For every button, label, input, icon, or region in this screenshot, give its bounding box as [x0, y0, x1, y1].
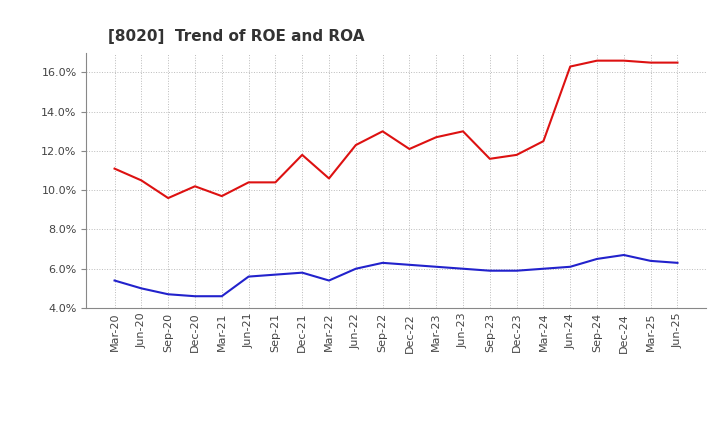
- ROA: [164, 292, 173, 297]
- ROE: [271, 180, 279, 185]
- ROA: [137, 286, 145, 291]
- ROA: [110, 278, 119, 283]
- ROE: [298, 152, 307, 158]
- ROE: [378, 128, 387, 134]
- ROE: [244, 180, 253, 185]
- ROE: [647, 60, 655, 65]
- ROE: [513, 152, 521, 158]
- ROA: [539, 266, 548, 271]
- ROA: [351, 266, 360, 271]
- Line: ROE: ROE: [114, 61, 678, 198]
- ROA: [647, 258, 655, 264]
- ROA: [378, 260, 387, 265]
- ROE: [459, 128, 467, 134]
- ROE: [405, 147, 414, 152]
- ROA: [566, 264, 575, 269]
- ROE: [566, 64, 575, 69]
- ROE: [164, 195, 173, 201]
- ROA: [191, 293, 199, 299]
- ROA: [244, 274, 253, 279]
- ROA: [593, 256, 601, 261]
- ROA: [298, 270, 307, 275]
- ROA: [217, 293, 226, 299]
- ROA: [513, 268, 521, 273]
- ROE: [619, 58, 628, 63]
- ROE: [217, 194, 226, 199]
- ROE: [351, 143, 360, 148]
- ROE: [191, 183, 199, 189]
- ROE: [673, 60, 682, 65]
- ROE: [485, 156, 494, 161]
- ROE: [593, 58, 601, 63]
- Line: ROA: ROA: [114, 255, 678, 296]
- ROE: [110, 166, 119, 171]
- ROA: [405, 262, 414, 268]
- ROE: [325, 176, 333, 181]
- ROE: [137, 178, 145, 183]
- ROA: [459, 266, 467, 271]
- ROA: [485, 268, 494, 273]
- ROA: [673, 260, 682, 265]
- ROA: [271, 272, 279, 277]
- ROE: [539, 139, 548, 144]
- ROE: [432, 135, 441, 140]
- ROA: [619, 253, 628, 258]
- ROA: [325, 278, 333, 283]
- ROA: [432, 264, 441, 269]
- Text: [8020]  Trend of ROE and ROA: [8020] Trend of ROE and ROA: [108, 29, 364, 44]
